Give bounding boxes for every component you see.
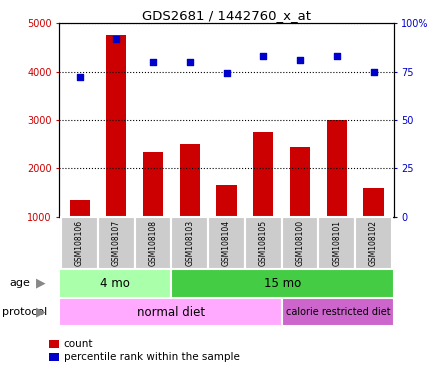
Text: GSM108104: GSM108104 bbox=[222, 220, 231, 266]
Point bbox=[223, 70, 230, 76]
Bar bbox=[253, 132, 273, 265]
Bar bbox=[282, 217, 319, 269]
Text: ▶: ▶ bbox=[36, 276, 45, 290]
Bar bbox=[143, 152, 163, 265]
Text: protocol: protocol bbox=[2, 307, 48, 317]
Text: 15 mo: 15 mo bbox=[264, 277, 301, 290]
Bar bbox=[216, 185, 237, 265]
Point bbox=[76, 74, 83, 80]
Text: normal diet: normal diet bbox=[137, 306, 205, 318]
Bar bbox=[59, 298, 282, 326]
Point bbox=[150, 59, 157, 65]
Bar bbox=[106, 35, 126, 265]
Bar bbox=[245, 217, 282, 269]
Text: ▶: ▶ bbox=[36, 305, 45, 318]
Text: GSM108101: GSM108101 bbox=[332, 220, 341, 266]
Text: 4 mo: 4 mo bbox=[100, 277, 130, 290]
Legend: count, percentile rank within the sample: count, percentile rank within the sample bbox=[49, 339, 240, 362]
Text: GSM108100: GSM108100 bbox=[296, 220, 304, 266]
Bar bbox=[70, 200, 90, 265]
Text: GSM108102: GSM108102 bbox=[369, 220, 378, 266]
Point bbox=[113, 35, 120, 41]
Point bbox=[260, 53, 267, 59]
Bar bbox=[282, 298, 394, 326]
Text: age: age bbox=[10, 278, 30, 288]
Point bbox=[334, 53, 341, 59]
Text: GSM108107: GSM108107 bbox=[112, 220, 121, 266]
Point bbox=[186, 59, 193, 65]
Bar bbox=[171, 269, 394, 298]
Text: GSM108108: GSM108108 bbox=[149, 220, 158, 266]
Bar bbox=[98, 217, 135, 269]
Text: GSM108106: GSM108106 bbox=[75, 220, 84, 266]
Bar bbox=[363, 188, 384, 265]
Bar bbox=[208, 217, 245, 269]
Bar bbox=[61, 217, 98, 269]
Title: GDS2681 / 1442760_x_at: GDS2681 / 1442760_x_at bbox=[142, 9, 311, 22]
Text: GSM108103: GSM108103 bbox=[185, 220, 194, 266]
Bar bbox=[319, 217, 355, 269]
Bar bbox=[59, 269, 171, 298]
Point bbox=[297, 57, 304, 63]
Bar bbox=[290, 147, 310, 265]
Text: calorie restricted diet: calorie restricted diet bbox=[286, 307, 390, 317]
Bar bbox=[180, 144, 200, 265]
Bar bbox=[135, 217, 172, 269]
Point bbox=[370, 68, 377, 74]
Bar bbox=[172, 217, 208, 269]
Text: GSM108105: GSM108105 bbox=[259, 220, 268, 266]
Bar bbox=[327, 120, 347, 265]
Bar bbox=[355, 217, 392, 269]
